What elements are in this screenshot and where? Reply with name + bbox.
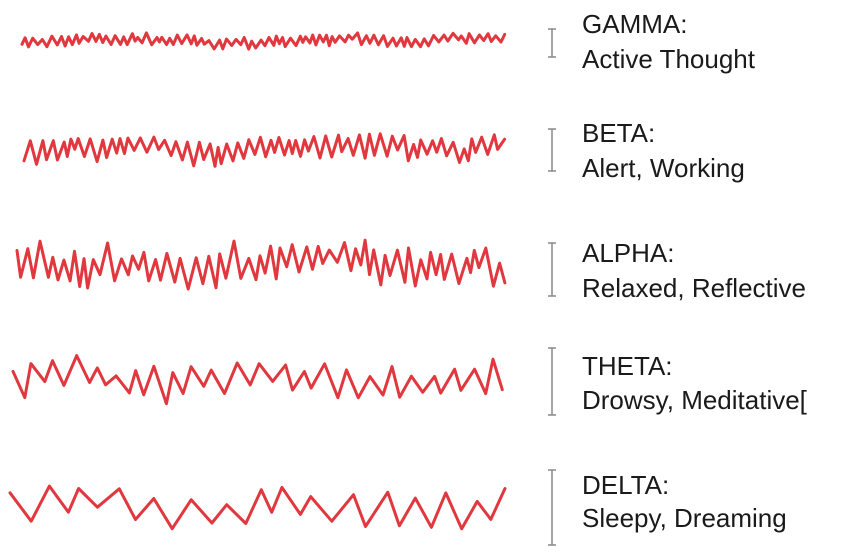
wave-state: Active Thought bbox=[582, 44, 756, 74]
wave-state: Alert, Working bbox=[582, 153, 745, 183]
wave-name: ALPHA: bbox=[582, 238, 675, 268]
wave-name: BETA: bbox=[582, 118, 655, 148]
waveform bbox=[20, 31, 507, 51]
wave-name: THETA: bbox=[582, 351, 673, 381]
waveform bbox=[8, 484, 507, 531]
scale-bar bbox=[548, 28, 556, 58]
wave-state: Drowsy, Meditative[ bbox=[582, 385, 808, 415]
wave-state: Relaxed, Reflective bbox=[582, 273, 806, 303]
scale-bar bbox=[548, 469, 556, 546]
waveform bbox=[15, 238, 507, 291]
scale-bar bbox=[548, 128, 556, 172]
waveform bbox=[22, 132, 507, 168]
wave-name: GAMMA: bbox=[582, 9, 687, 39]
wave-name: DELTA: bbox=[582, 470, 669, 500]
scale-bar bbox=[548, 242, 556, 297]
waves bbox=[8, 31, 507, 531]
labels: GAMMA: Active Thought BETA: Alert, Worki… bbox=[582, 9, 808, 533]
scale-bar bbox=[548, 347, 556, 416]
waveform bbox=[11, 354, 504, 406]
wave-state: Sleepy, Dreaming bbox=[582, 503, 787, 533]
scale-bars bbox=[548, 28, 556, 546]
